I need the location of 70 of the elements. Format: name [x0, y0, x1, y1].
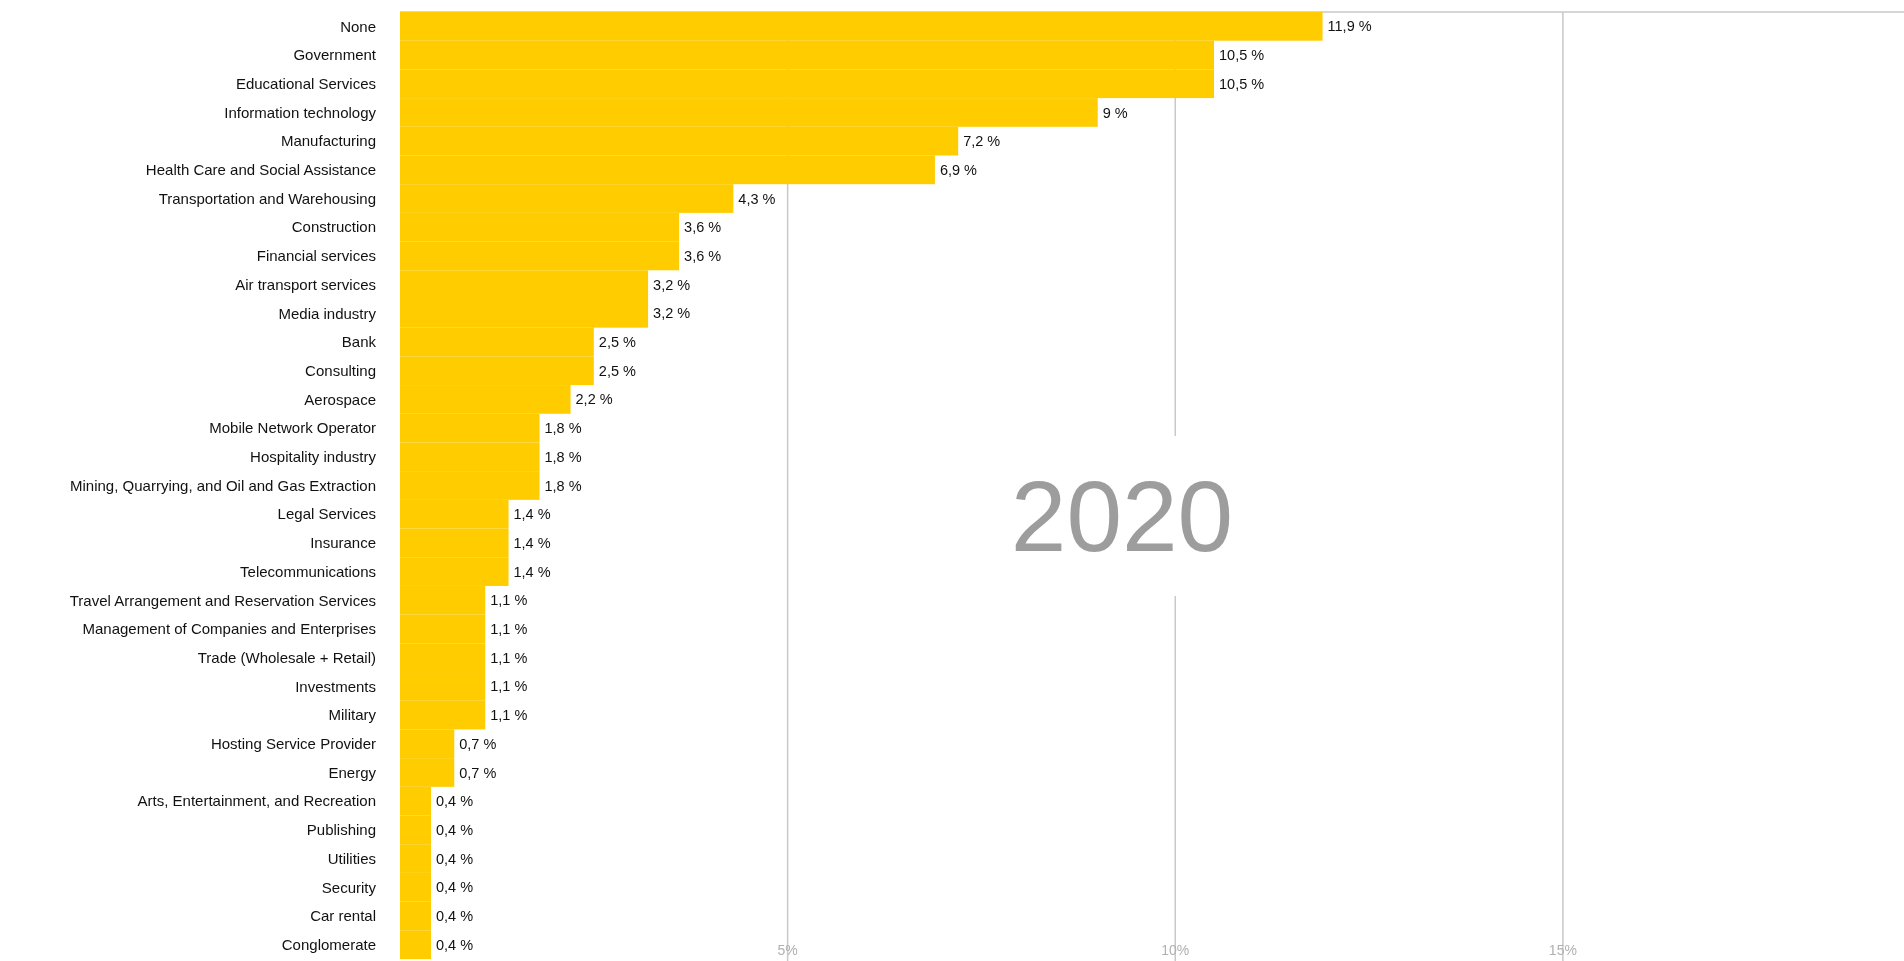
y-tick-label: Transportation and Warehousing — [158, 189, 376, 207]
x-tick-label: 10% — [1161, 942, 1190, 958]
y-tick-label: Health Care and Social Assistance — [145, 161, 376, 179]
y-tick-label: Bank — [341, 333, 377, 351]
data-label: 1,4 % — [513, 534, 551, 551]
y-tick-label: Mining, Quarrying, and Oil and Gas Extraction — [70, 476, 376, 494]
y-tick-label: Utilities — [327, 849, 376, 867]
y-tick-label: Manufacturing — [280, 132, 376, 150]
y-tick-label: Aerospace — [304, 390, 376, 408]
y-tick-label: Management of Companies and Enterprises — [82, 620, 376, 638]
x-tick-label: 15% — [1548, 942, 1577, 958]
y-tick-label: Telecommunications — [240, 562, 376, 580]
data-label: 10,5 % — [1219, 75, 1265, 92]
data-label: 2,5 % — [598, 334, 636, 351]
y-tick-label: Financial services — [256, 247, 376, 265]
y-tick-label: Arts, Entertainment, and Recreation — [137, 792, 376, 810]
data-label: 1,8 % — [544, 448, 582, 465]
data-label: 4,3 % — [738, 190, 776, 207]
data-label: 3,2 % — [653, 276, 691, 293]
data-label: 0,7 % — [459, 764, 497, 781]
y-tick-label: Educational Services — [235, 74, 376, 92]
y-tick-label: Travel Arrangement and Reservation Services — [69, 591, 376, 609]
y-tick-label: Publishing — [306, 821, 376, 839]
data-label: 1,8 % — [544, 477, 582, 494]
data-label: 3,6 % — [684, 248, 722, 264]
data-label: 1,1 % — [490, 592, 528, 609]
data-label: 1,4 % — [513, 506, 551, 523]
data-label: 0,4 % — [436, 879, 474, 896]
data-label: 10,5 % — [1219, 47, 1265, 64]
data-label: 6,9 % — [939, 161, 978, 178]
data-label: 1,8 % — [544, 420, 582, 437]
data-label: 2,2 % — [575, 391, 613, 408]
data-label: 1,1 % — [490, 649, 528, 666]
y-tick-label: Car rental — [310, 907, 376, 925]
data-label: 11,9 % — [1327, 18, 1372, 35]
data-label: 0,4 % — [436, 908, 474, 925]
data-label: 0,4 % — [436, 936, 474, 953]
data-label: 1,1 % — [490, 678, 528, 695]
y-tick-label: Military — [328, 706, 377, 724]
y-tick-label: None — [340, 17, 376, 35]
y-tick-label: Insurance — [310, 534, 376, 552]
y-tick-label: Conglomerate — [281, 935, 376, 953]
y-tick-label: Air transport services — [235, 275, 376, 293]
data-label: 3,6 % — [684, 219, 722, 236]
data-label: 0,4 % — [436, 850, 474, 867]
y-tick-label: Energy — [328, 763, 377, 781]
y-tick-label: Investments — [295, 677, 376, 695]
y-tick-label: Construction — [291, 218, 376, 236]
x-tick-label: 5% — [777, 942, 798, 958]
data-label: 3,2 % — [653, 305, 691, 322]
y-tick-label: Security — [321, 878, 377, 896]
y-tick-label: Hosting Service Provider — [210, 735, 376, 753]
data-label: 0,4 % — [436, 793, 474, 810]
data-label: 1,4 % — [513, 563, 551, 580]
data-label: 1,1 % — [490, 707, 528, 724]
annotation: 2020 — [1010, 460, 1234, 572]
y-tick-label: Information technology — [224, 103, 377, 121]
y-tick-label: Mobile Network Operator — [209, 419, 376, 437]
y-tick-label: Government — [293, 46, 377, 64]
data-label: 2,5 % — [598, 362, 636, 379]
data-label: 9 % — [1102, 104, 1128, 121]
y-tick-label: Hospitality industry — [250, 448, 377, 466]
data-label: 7,2 % — [963, 133, 1001, 150]
data-label: 1,1 % — [490, 621, 528, 638]
y-tick-label: Media industry — [278, 304, 377, 322]
y-tick-label: Legal Services — [277, 505, 376, 523]
y-tick-label: Trade (Wholesale + Retail) — [197, 648, 376, 666]
data-label: 0,4 % — [436, 821, 474, 838]
y-tick-label: Consulting — [305, 361, 376, 379]
data-label: 0,7 % — [459, 735, 497, 752]
